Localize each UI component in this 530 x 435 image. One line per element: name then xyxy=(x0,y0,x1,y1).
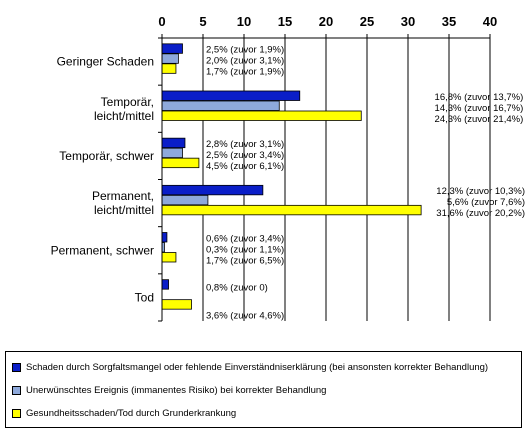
data-label: 3,6% (zuvor 4,6%) xyxy=(206,310,284,321)
data-label: 5,6% (zuvor 7,6%) xyxy=(447,197,525,208)
legend-swatch xyxy=(12,363,21,372)
category-label: leicht/mittel xyxy=(94,203,154,217)
data-label: 4,5% (zuvor 6,1%) xyxy=(206,161,284,172)
legend-item-unerwuenschtes-ereignis: Unerwünschtes Ereignis (immanentes Risik… xyxy=(12,385,326,396)
legend-swatch xyxy=(12,409,21,418)
data-label: 1,7% (zuvor 1,9%) xyxy=(206,67,284,78)
x-tick-label: 10 xyxy=(237,14,251,29)
bar xyxy=(161,299,192,310)
legend-label: Gesundheitsschaden/Tod durch Grunderkran… xyxy=(26,408,237,419)
legend-item-sorgfaltsmangel: Schaden durch Sorgfaltsmangel oder fehle… xyxy=(12,362,488,373)
chart-legend: Schaden durch Sorgfaltsmangel oder fehle… xyxy=(5,351,522,428)
category-label: Geringer Schaden xyxy=(57,55,154,69)
x-tick-label: 30 xyxy=(401,14,415,29)
x-tick-label: 15 xyxy=(278,14,292,29)
category-label: Tod xyxy=(135,290,154,304)
bar xyxy=(161,110,362,121)
x-tick-label: 20 xyxy=(319,14,333,29)
bar xyxy=(161,232,168,243)
bar xyxy=(161,137,186,149)
bar xyxy=(161,100,280,111)
bar xyxy=(161,147,183,159)
x-tick-label: 5 xyxy=(199,14,206,29)
legend-label: Unerwünschtes Ereignis (immanentes Risik… xyxy=(26,385,327,396)
data-label: 14,3% (zuvor 16,7%) xyxy=(435,103,524,114)
bar xyxy=(161,43,183,54)
bar xyxy=(161,194,209,206)
bar xyxy=(161,184,264,196)
data-label: 2,5% (zuvor 1,9%) xyxy=(206,45,284,56)
x-tick-label: 35 xyxy=(442,14,456,29)
bar xyxy=(161,279,169,290)
data-label: 2,8% (zuvor 3,1%) xyxy=(206,139,284,150)
data-label: 12,3% (zuvor 10,3%) xyxy=(436,186,525,197)
data-label: 0,6% (zuvor 3,4%) xyxy=(206,233,284,244)
data-label: 0,8% (zuvor 0) xyxy=(206,282,268,293)
bar xyxy=(161,157,200,169)
x-tick-label: 0 xyxy=(158,14,165,29)
category-label: Permanent, schwer xyxy=(51,243,154,257)
data-label: 31,6% (zuvor 20,2%) xyxy=(436,208,525,219)
data-label: 0,3% (zuvor 1,1%) xyxy=(206,244,284,255)
data-label: 16,8% (zuvor 13,7%) xyxy=(435,92,524,103)
category-label: leicht/mittel xyxy=(94,109,154,123)
data-label: 1,7% (zuvor 6,5%) xyxy=(206,255,284,266)
x-tick-label: 25 xyxy=(360,14,374,29)
bar xyxy=(161,252,177,263)
bar xyxy=(161,53,179,64)
legend-label: Schaden durch Sorgfaltsmangel oder fehle… xyxy=(26,362,489,373)
legend-swatch xyxy=(12,386,21,395)
data-label: 2,5% (zuvor 3,4%) xyxy=(206,150,284,161)
bar xyxy=(161,90,301,101)
data-label: 24,3% (zuvor 21,4%) xyxy=(435,114,524,125)
data-label: 2,0% (zuvor 3,1%) xyxy=(206,56,284,67)
category-label: Permanent, xyxy=(92,189,154,203)
x-tick-label: 40 xyxy=(483,14,497,29)
category-label: Temporär, schwer xyxy=(59,149,154,163)
bar xyxy=(161,63,177,74)
legend-item-grunderkrankung: Gesundheitsschaden/Tod durch Grunderkran… xyxy=(12,408,236,419)
category-label: Temporär, xyxy=(101,95,154,109)
bar xyxy=(161,204,422,216)
